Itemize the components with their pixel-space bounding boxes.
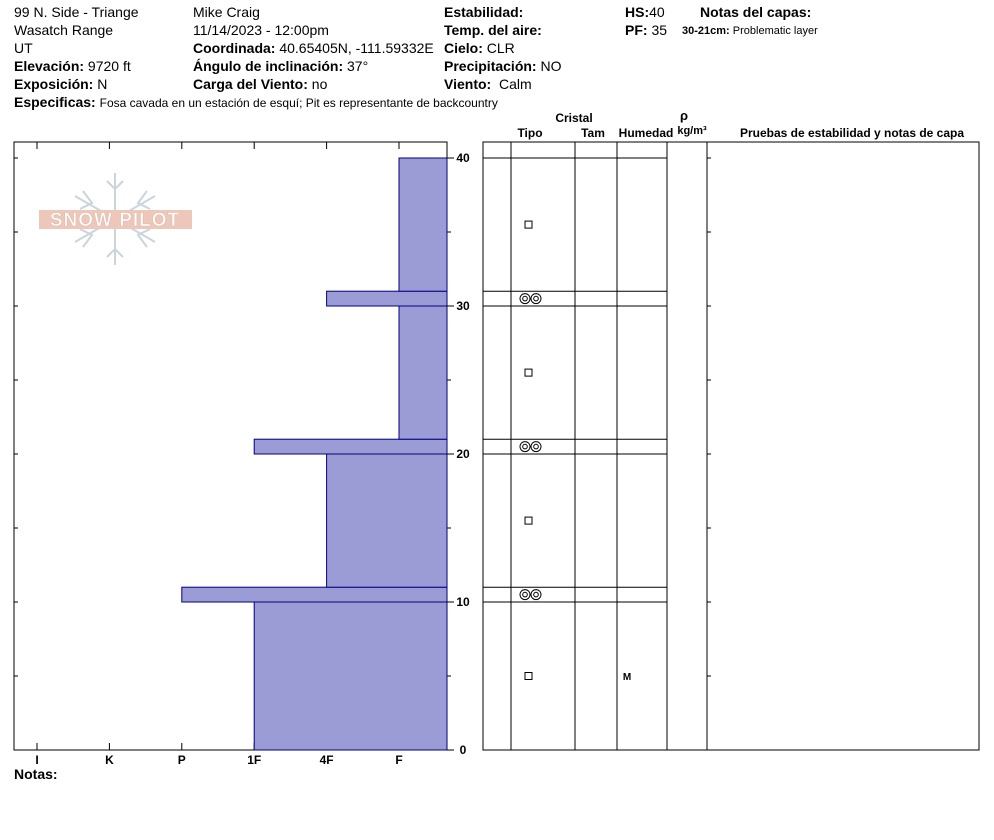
specifics: Especificas: Fosa cavada en un estación … <box>14 94 498 112</box>
depth-hoar-icon <box>530 441 542 453</box>
slope-angle-label: Ángulo de inclinación: <box>193 58 344 74</box>
snow-height-value: 40 <box>649 4 665 20</box>
layer-notes-title: Notas del capas: <box>700 4 812 20</box>
coordinates-value: 40.65405N, -111.59332E <box>279 40 434 56</box>
hardness-bar <box>253 601 448 751</box>
sky-value: CLR <box>486 40 515 56</box>
stability-label: Estabilidad: <box>444 4 524 20</box>
mountain-range: Wasatch Range <box>14 22 114 38</box>
hardness-label-4f: 4F <box>320 753 334 767</box>
coordinates: Coordinada: 40.65405N, -111.59332E <box>193 40 434 57</box>
hardness-label-i: I <box>35 753 38 767</box>
hardness-label-f: F <box>395 753 402 767</box>
wind: Viento: Calm <box>444 76 532 93</box>
wind-value: Calm <box>498 76 532 92</box>
pit-location: 99 N. Side - Triange <box>14 4 139 20</box>
faceted-grain-icon <box>524 368 533 377</box>
wind-loading-value: no <box>311 76 328 92</box>
snow-height-label: HS: <box>625 4 650 20</box>
specifics-text: Fosa cavada en un estación de esquí; Pit… <box>99 96 498 110</box>
hardness-label-p: P <box>178 753 186 767</box>
depth-axis: 0 10 20 30 40 <box>447 151 470 757</box>
depth-hoar-icon <box>533 443 539 450</box>
slope-angle: Ángulo de inclinación: 37° <box>193 58 368 75</box>
depth-hoar-icon <box>533 295 539 302</box>
col-type-header: Tipo <box>517 126 542 140</box>
sky-label: Cielo: <box>444 40 483 56</box>
depth-hoar-icon <box>519 293 531 305</box>
depth-label: 40 <box>456 151 470 165</box>
wind-loading: Carga del Viento: no <box>193 76 327 93</box>
layer-table: Cristal ρ Tipo Tam Humedad kg/m³ Pruebas… <box>482 108 980 751</box>
aspect: Exposición: N <box>14 76 107 93</box>
precipitation-label: Precipitación: <box>444 58 537 74</box>
hardness-bar <box>398 157 448 292</box>
wind-label: Viento: <box>444 76 492 92</box>
moisture-value: M <box>623 672 631 683</box>
slope-angle-value: 37° <box>347 58 369 74</box>
depth-hoar-icon <box>522 443 528 450</box>
depth-hoar-icon <box>522 591 528 598</box>
snowpilot-logo: SNOW PILOT <box>39 173 192 265</box>
precipitation: Precipitación: NO <box>444 58 561 75</box>
layer-note: 30-21cm: Problematic layer <box>682 23 818 40</box>
faceted-grain-icon <box>524 672 533 680</box>
elevation-label: Elevación: <box>14 58 85 74</box>
layer-table-frame <box>482 141 980 751</box>
col-moisture-header: Humedad <box>619 126 674 140</box>
faceted-grain-icon <box>524 516 533 525</box>
state: UT <box>14 40 33 56</box>
col-tests-header: Pruebas de estabilidad y notas de capa <box>740 126 964 140</box>
table-rows: M <box>483 157 667 683</box>
col-size-header: Tam <box>581 126 605 140</box>
elevation-value: 9720 ft <box>87 58 131 74</box>
specifics-label: Especificas: <box>14 94 96 110</box>
pit-depth: PF: 35 <box>625 22 667 39</box>
hardness-bars <box>181 157 448 751</box>
hardness-bar <box>326 290 448 307</box>
hardness-label-1f: 1F <box>247 753 261 767</box>
air-temp-label: Temp. del aire: <box>444 22 542 38</box>
logo-banner <box>39 210 192 229</box>
notes-label: Notas: <box>14 766 58 782</box>
hardness-label-k: K <box>105 753 114 767</box>
hardness-bar <box>253 438 448 455</box>
hardness-bar <box>181 586 448 603</box>
depth-label: 20 <box>456 447 470 461</box>
layer-note-text: Problematic layer <box>732 25 818 37</box>
stability: Estabilidad: <box>444 4 523 21</box>
snow-height: HS:40 <box>625 4 665 21</box>
depth-hoar-icon <box>530 589 542 601</box>
wind-loading-label: Carga del Viento: <box>193 76 308 92</box>
crystal-header: Cristal <box>555 111 592 125</box>
sky: Cielo: CLR <box>444 40 515 57</box>
depth-label: 30 <box>456 299 470 313</box>
density-symbol: ρ <box>680 108 688 123</box>
elevation: Elevación: 9720 ft <box>14 58 131 75</box>
hardness-axis-labels: I K P 1F 4F F <box>35 753 402 767</box>
depth-label: 0 <box>460 743 467 757</box>
faceted-grain-icon <box>524 220 533 229</box>
depth-label: 10 <box>456 595 470 609</box>
depth-hoar-icon <box>522 295 528 302</box>
col-density-header: kg/m³ <box>677 125 707 137</box>
precipitation-value: NO <box>540 58 562 74</box>
air-temp: Temp. del aire: <box>444 22 542 39</box>
observer: Mike Craig <box>193 4 260 20</box>
date-time: 11/14/2023 - 12:00pm <box>193 22 329 38</box>
aspect-value: N <box>97 76 108 92</box>
aspect-label: Exposición: <box>14 76 94 92</box>
coordinates-label: Coordinada: <box>193 40 276 56</box>
pit-depth-value: 35 <box>651 22 668 38</box>
layer-note-range: 30-21cm: <box>682 25 730 37</box>
hardness-bar <box>398 305 448 440</box>
depth-hoar-icon <box>533 591 539 598</box>
depth-hoar-icon <box>519 441 531 453</box>
logo-text: SNOW PILOT <box>50 210 180 231</box>
depth-hoar-icon <box>519 589 531 601</box>
hardness-bar <box>326 453 448 588</box>
depth-hoar-icon <box>530 293 542 305</box>
pit-depth-label: PF: <box>625 22 648 38</box>
